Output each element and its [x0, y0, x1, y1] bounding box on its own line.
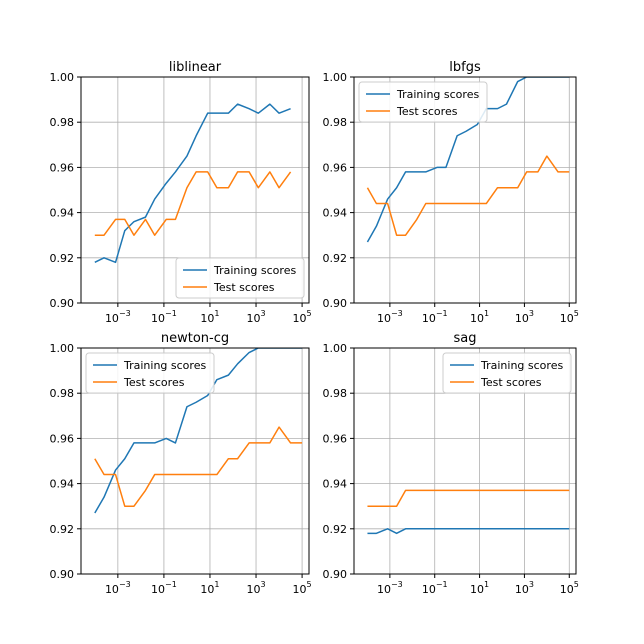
y-tick-label: 0.94: [50, 207, 75, 220]
x-tick-label: 101: [200, 309, 219, 325]
y-tick-label: 1.00: [323, 342, 348, 355]
x-tick-label: 105: [560, 580, 579, 596]
y-tick-label: 0.98: [323, 116, 348, 129]
x-tick-label: 101: [200, 580, 219, 596]
y-tick-label: 0.98: [323, 387, 348, 400]
y-tick-label: 1.00: [50, 342, 75, 355]
chart-title: newton-cg: [161, 331, 229, 346]
y-tick-label: 0.92: [323, 252, 348, 265]
y-tick-label: 0.98: [50, 387, 75, 400]
chart-title: lbfgs: [449, 60, 481, 75]
series-line-test: [94, 171, 292, 236]
legend-box: [85, 352, 215, 394]
chart-panel-newton-cg: 0.90 0.92 0.94 0.96 0.98 1.00 10−3 10−1 101 103 10…: [50, 331, 312, 596]
chart-panel-liblinear: 0.90 0.92 0.94 0.96 0.98 1.00 10−3 10−1 101 103 10…: [50, 60, 312, 325]
y-tick-label: 1.00: [50, 71, 75, 84]
legend-box: [175, 257, 305, 299]
chart-title: sag: [454, 331, 477, 346]
chart-panel-lbfgs: 0.90 0.92 0.94 0.96 0.98 1.00 10−3 10−1 101 103 10…: [323, 60, 579, 325]
series-line-test: [367, 489, 570, 507]
legend-label-test: Test scores: [123, 376, 185, 389]
x-tick-label: 10−1: [151, 309, 177, 325]
legend-label-test: Test scores: [480, 376, 542, 389]
y-tick-label: 0.92: [50, 523, 75, 536]
x-tick-label: 10−3: [105, 580, 131, 596]
x-tick-label: 10−1: [151, 580, 177, 596]
axes-frame: [353, 347, 577, 575]
x-tick-label: 103: [515, 309, 534, 325]
y-tick-label: 0.96: [50, 432, 75, 445]
x-tick-label: 105: [293, 580, 312, 596]
y-tick-label: 0.90: [323, 568, 348, 581]
legend: Training scores Test scores: [442, 352, 572, 394]
legend-label-training: Training scores: [480, 359, 563, 372]
y-tick-label: 0.96: [323, 432, 348, 445]
legend-label-training: Training scores: [123, 359, 206, 372]
y-tick-label: 0.90: [323, 297, 348, 310]
series-line-training: [366, 77, 570, 243]
y-tick-label: 0.90: [50, 297, 75, 310]
chart-title: liblinear: [169, 60, 222, 75]
legend: Training scores Test scores: [85, 352, 215, 394]
y-tick-label: 0.94: [50, 478, 75, 491]
x-tick-label: 105: [560, 309, 579, 325]
y-tick-label: 0.92: [323, 523, 348, 536]
y-tick-label: 0.96: [323, 161, 348, 174]
x-tick-label: 10−1: [422, 580, 448, 596]
x-tick-label: 10−3: [377, 309, 403, 325]
series-line-test: [366, 155, 570, 236]
chart-panel-sag: 0.90 0.92 0.94 0.96 0.98 1.00 10−3 10−1 101 103 10…: [323, 331, 579, 596]
legend-label-training: Training scores: [396, 88, 479, 101]
x-tick-label: 10−1: [422, 309, 448, 325]
axes-frame: [80, 347, 310, 575]
x-tick-label: 103: [246, 309, 265, 325]
series-line-training: [367, 528, 570, 535]
series-line-training: [94, 348, 303, 514]
y-tick-label: 0.94: [323, 478, 348, 491]
x-tick-label: 101: [470, 580, 489, 596]
y-tick-label: 0.96: [50, 161, 75, 174]
x-tick-label: 103: [515, 580, 534, 596]
y-tick-label: 1.00: [323, 71, 348, 84]
legend: Training scores Test scores: [358, 81, 488, 123]
y-tick-label: 0.98: [50, 116, 75, 129]
y-tick-label: 0.94: [323, 207, 348, 220]
legend-label-test: Test scores: [396, 105, 458, 118]
axes-frame: [80, 76, 310, 304]
y-tick-label: 0.92: [50, 252, 75, 265]
legend-label-test: Test scores: [213, 281, 275, 294]
axes-frame: [353, 76, 577, 304]
legend: Training scores Test scores: [175, 257, 305, 299]
legend-box: [442, 352, 572, 394]
x-tick-label: 101: [470, 309, 489, 325]
series-line-training: [94, 103, 291, 264]
y-tick-label: 0.90: [50, 568, 75, 581]
legend-label-training: Training scores: [213, 264, 296, 277]
legend-box: [358, 81, 488, 123]
x-tick-label: 103: [246, 580, 265, 596]
x-tick-label: 105: [293, 309, 312, 325]
series-line-test: [94, 426, 303, 507]
x-tick-label: 10−3: [377, 580, 403, 596]
x-tick-label: 10−3: [105, 309, 131, 325]
